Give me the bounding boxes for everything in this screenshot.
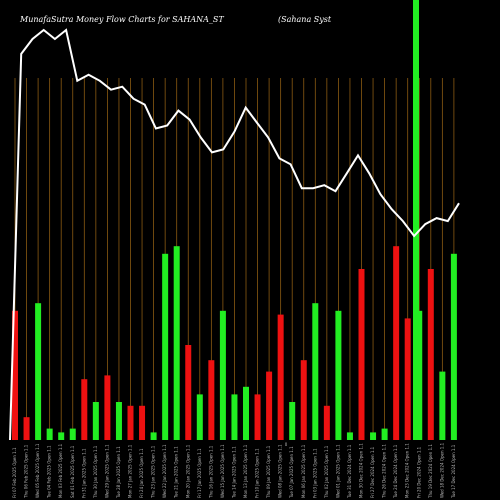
money-flow-bar	[69, 428, 76, 440]
money-flow-bar	[12, 310, 18, 440]
money-flow-bar	[450, 253, 457, 440]
money-flow-bar	[150, 432, 157, 440]
chart-title: MunafaSutra Money Flow Charts for SAHANA…	[19, 15, 224, 24]
money-flow-bar	[404, 318, 411, 440]
x-tick-label: Fri 20 Dec 2024 Open 1.1	[416, 446, 421, 498]
money-flow-bar	[219, 310, 226, 440]
money-flow-bar	[81, 379, 88, 440]
money-flow-bar	[277, 314, 284, 440]
x-tick-label: Mon 27 Jan 2025 Open 1.1	[128, 444, 133, 498]
company-name: (Sahana Syst	[278, 15, 332, 24]
money-flow-bar	[35, 303, 42, 440]
money-flow-bar	[370, 432, 377, 440]
x-tick-label: Thu 02 Jan 2025 Open 1.1	[324, 445, 329, 499]
x-tick-label: Tue 07 Jan 2025 Open 1.1	[289, 446, 294, 499]
x-tick-label: Tue 31 Dec 2024 Open 1.1	[347, 444, 352, 499]
money-flow-bar	[266, 371, 273, 440]
money-flow-bar	[173, 246, 180, 440]
money-flow-bar	[196, 394, 203, 440]
x-tick-label: Wed 22 Jan 2025 Open 1.1	[162, 444, 167, 498]
money-flow-bar	[300, 360, 307, 440]
x-tick-label: Mon 03 Feb 2025 Open 1.1	[58, 443, 63, 498]
x-axis-labels: Fri 07 Feb 2025 Open 1.1 Thu 06 Feb 2025 …	[12, 442, 456, 499]
money-flow-bar	[243, 386, 249, 440]
money-flow-bar	[416, 310, 423, 440]
money-flow-bar	[162, 253, 169, 440]
x-tick-label: Mon 30 Dec 2024 Open 1.1	[359, 443, 364, 498]
x-tick-label: Wed 08 Jan 2025 Open 1.1	[278, 444, 283, 498]
x-tick-label: Tue 21 Jan 2025 Open 1.1	[174, 446, 179, 499]
money-flow-bar	[393, 246, 400, 440]
x-tick-label: Tue 14 Jan 2025 Open 1.1	[231, 446, 236, 499]
x-tick-label: Mon 13 Jan 2025 Open 1.1	[243, 444, 248, 498]
x-tick-label: Thu 30 Jan 2025 Open 1.1	[93, 445, 98, 499]
money-flow-bar	[427, 269, 434, 440]
x-tick-label: Fri 03 Jan 2025 Open 1.1	[312, 448, 317, 498]
x-tick-label: Thu 06 Feb 2025 Open 1.1	[24, 444, 29, 499]
money-flow-bar	[439, 371, 446, 440]
x-tick-label: Sat 01 Feb 2025 Open 1.1	[70, 445, 75, 498]
money-flow-bar	[381, 428, 388, 440]
money-flow-bar	[23, 417, 30, 440]
x-tick-label: Fri 17 Jan 2025 Open 1.1	[197, 448, 202, 498]
x-tick-label: Wed 05 Feb 2025 Open 1.1	[35, 443, 40, 498]
money-flow-bar	[46, 428, 53, 440]
money-flow-bar	[127, 405, 134, 440]
x-tick-label: Mon 06 Jan 2025 Open 1.1	[301, 444, 306, 498]
x-tick-label: Mon 20 Jan 2025 Open 1.1	[185, 444, 190, 498]
x-tick-label: Wed 18 Dec 2024 Open 1.1	[439, 442, 444, 498]
money-flow-bar	[323, 405, 330, 440]
money-flow-bar	[58, 432, 65, 440]
x-tick-label: Wed 15 Jan 2025 Open 1.1	[220, 444, 225, 498]
x-tick-label: Fri 31 Jan 2025 Open 1.1	[81, 448, 86, 498]
x-tick-label: Thu 09 Jan 2025 Open 1.1	[266, 445, 271, 499]
money-flow-bar	[312, 303, 319, 440]
volume-spike-bar	[413, 0, 419, 440]
money-flow-bar	[92, 402, 99, 440]
x-tick-label: Mon 23 Dec 2024 Open 1.1	[405, 443, 410, 498]
money-flow-bar	[254, 394, 261, 440]
money-flow-bars	[12, 246, 457, 440]
money-flow-bar	[185, 345, 192, 440]
x-tick-label: Thu 19 Dec 2024 Open 1.1	[428, 444, 433, 499]
x-tick-label: Wed 29 Jan 2025 Open 1.1	[104, 444, 109, 498]
price-line	[9, 28, 460, 441]
money-flow-bar	[289, 402, 296, 440]
x-tick-label: Thu 23 Jan 2025 Open 1.1	[151, 445, 156, 499]
x-tick-label: Tue 28 Jan 2025 Open 1.1	[116, 446, 121, 499]
money-flow-bar	[358, 269, 365, 440]
x-tick-label: Thu 16 Jan 2025 Open 1.1	[208, 445, 213, 499]
zero-label: 0	[285, 442, 288, 447]
x-tick-label: Fri 10 Jan 2025 Open 1.1	[255, 448, 260, 498]
money-flow-bar	[115, 402, 122, 440]
x-tick-label: Fri 07 Feb 2025 Open 1.1	[12, 447, 17, 498]
money-flow-bar	[139, 405, 146, 440]
x-tick-label: Tue 17 Dec 2024 Open 1.1	[451, 444, 456, 499]
x-tick-label: Wed 01 Jan 2025 Open 1.1	[335, 444, 340, 498]
x-tick-label: Fri 27 Dec 2024 Open 1.1	[370, 446, 375, 498]
x-tick-label: Fri 24 Jan 2025 Open 1.1	[139, 448, 144, 498]
money-flow-bar	[208, 360, 215, 440]
x-tick-label: Tue 04 Feb 2025 Open 1.1	[47, 445, 52, 499]
money-flow-bar	[104, 375, 111, 440]
money-flow-bar	[231, 394, 238, 440]
x-tick-label: Thu 26 Dec 2024 Open 1.1	[382, 444, 387, 499]
money-flow-bar	[346, 432, 353, 440]
money-flow-bar	[335, 310, 342, 440]
x-tick-label: Tue 24 Dec 2024 Open 1.1	[393, 444, 398, 499]
